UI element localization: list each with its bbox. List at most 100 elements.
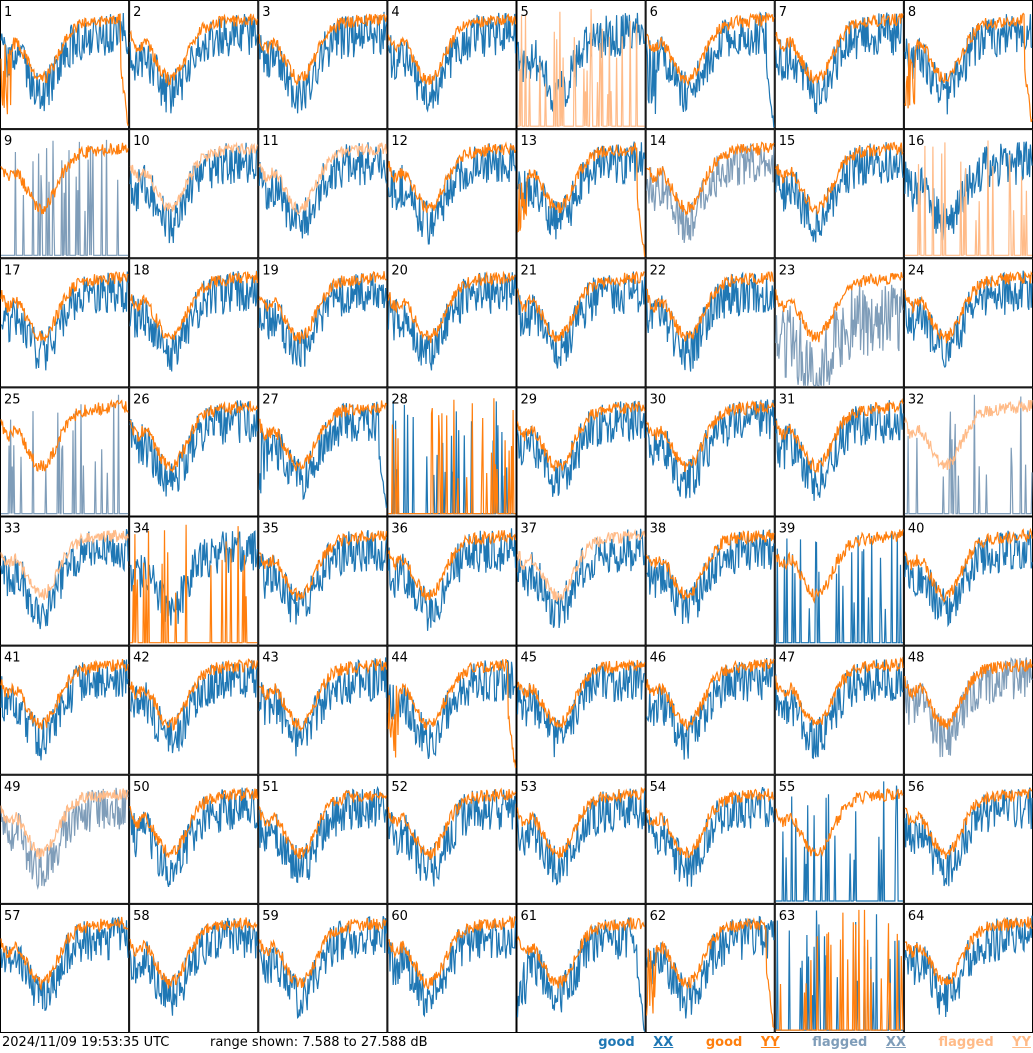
panel-label: 9 [4, 134, 12, 149]
series-yy-good [129, 786, 258, 859]
panel-41: 41 [0, 645, 130, 775]
panel-label: 47 [779, 651, 796, 666]
panel-label: 46 [650, 651, 667, 666]
panel-label: 61 [521, 909, 538, 924]
series-yy-good [904, 659, 1033, 730]
panel-label: 53 [521, 780, 538, 795]
series-yy-good [904, 787, 1033, 860]
panel-label: 16 [908, 134, 925, 149]
panel-label: 19 [262, 263, 279, 278]
series-xx-good [646, 399, 775, 499]
panel-10: 10 [129, 129, 259, 259]
series-xx-good [775, 142, 904, 243]
range-label: range shown: 7.588 to 27.588 dB [210, 1035, 428, 1050]
panel-frame [516, 0, 646, 130]
panel-37: 37 [516, 516, 646, 646]
panel-label: 23 [779, 263, 796, 278]
legend-flagged-xx-prefix: flagged [812, 1035, 868, 1050]
series-xx-good [129, 530, 258, 626]
panel-33: 33 [0, 516, 130, 646]
panel-label: 20 [391, 263, 408, 278]
panel-label: 55 [779, 780, 796, 795]
series-yy-flagged [0, 529, 129, 601]
series-yy-good [775, 529, 904, 604]
panel-1: 1 [0, 0, 130, 130]
series-yy-good [387, 530, 517, 601]
panel-label: 59 [262, 909, 279, 924]
series-xx-good [129, 787, 258, 888]
panel-50: 50 [129, 774, 259, 904]
series-xx-flagged [1, 139, 129, 256]
panel-label: 56 [908, 780, 925, 795]
series-yy-good [259, 529, 387, 602]
series-yy-good [0, 398, 129, 472]
panel-label: 52 [391, 780, 408, 795]
series-yy-good [129, 658, 258, 732]
panel-53: 53 [516, 774, 646, 904]
series-yy-good [775, 141, 904, 216]
series-yy-good [258, 400, 387, 472]
panel-62: 62 [645, 903, 775, 1033]
legend-flagged-xx: flagged XX [798, 1035, 906, 1050]
panel-label: 15 [779, 134, 796, 149]
series-xx-good [775, 532, 903, 644]
series-yy-good [646, 141, 775, 217]
series-yy-good [258, 658, 387, 733]
series-xx-good [387, 12, 517, 113]
panel-label: 51 [262, 780, 279, 795]
panel-label: 13 [521, 134, 538, 149]
series-xx-good [516, 12, 646, 112]
panel-43: 43 [258, 645, 388, 775]
series-yy-flagged [517, 8, 645, 127]
series-yy-good [646, 529, 775, 600]
series-yy-good [646, 658, 775, 732]
panel-label: 6 [650, 5, 658, 20]
series-yy-good [904, 270, 1033, 344]
panel-59: 59 [258, 903, 388, 1033]
series-xx-good [258, 785, 387, 884]
panel-label: 34 [133, 522, 150, 537]
panel-label: 30 [650, 392, 667, 407]
series-xx-good [0, 271, 129, 371]
panel-9: 9 [0, 129, 130, 259]
series-yy-good [775, 13, 904, 85]
panel-3: 3 [258, 0, 388, 130]
series-xx-good [0, 12, 129, 112]
series-yy-good [904, 12, 1033, 123]
panel-23: 23 [774, 258, 904, 388]
series-xx-good [258, 657, 387, 757]
panel-19: 19 [258, 258, 388, 388]
panel-27: 27 [258, 387, 388, 517]
series-yy-good [388, 398, 516, 515]
series-xx-good [775, 781, 903, 902]
series-yy-good [387, 658, 517, 768]
panel-45: 45 [516, 645, 646, 775]
panel-label: 33 [4, 522, 21, 537]
legend-flagged-yy-pol: YY [1012, 1035, 1031, 1050]
panel-61: 61 [516, 903, 646, 1033]
series-yy-good [646, 917, 775, 1028]
series-xx-good [516, 141, 646, 240]
panel-label: 43 [262, 651, 279, 666]
panel-label: 31 [779, 392, 796, 407]
panel-label: 26 [133, 392, 150, 407]
series-xx-good [904, 14, 1033, 115]
panel-36: 36 [387, 516, 517, 646]
series-xx-good [129, 270, 258, 372]
panel-label: 35 [262, 522, 279, 537]
panel-label: 14 [650, 134, 667, 149]
panel-label: 48 [908, 651, 925, 666]
panel-6: 6 [645, 0, 775, 130]
panel-label: 2 [133, 5, 141, 20]
panel-4: 4 [387, 0, 517, 130]
series-xx-good [258, 916, 387, 1019]
series-yy-good [516, 786, 646, 859]
legend-flagged-yy-prefix: flagged [938, 1035, 994, 1050]
panel-40: 40 [903, 516, 1033, 646]
panel-label: 42 [133, 651, 150, 666]
panel-57: 57 [0, 903, 130, 1033]
series-yy-good [130, 524, 258, 644]
legend-flagged-xx-pol: XX [885, 1035, 906, 1050]
series-xx-good [516, 400, 646, 497]
series-xx-flagged [904, 394, 1033, 515]
